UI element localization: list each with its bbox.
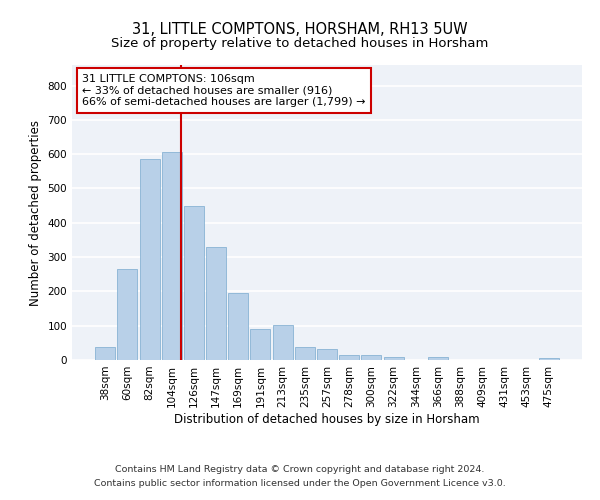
- Bar: [295, 348, 315, 360]
- Text: Size of property relative to detached houses in Horsham: Size of property relative to detached ho…: [112, 38, 488, 51]
- Bar: [95, 348, 115, 360]
- X-axis label: Distribution of detached houses by size in Horsham: Distribution of detached houses by size …: [174, 412, 480, 426]
- Text: 31, LITTLE COMPTONS, HORSHAM, RH13 5UW: 31, LITTLE COMPTONS, HORSHAM, RH13 5UW: [132, 22, 468, 38]
- Bar: [206, 248, 226, 360]
- Bar: [339, 355, 359, 360]
- Bar: [361, 355, 382, 360]
- Text: Contains HM Land Registry data © Crown copyright and database right 2024.
Contai: Contains HM Land Registry data © Crown c…: [94, 466, 506, 487]
- Bar: [250, 329, 271, 360]
- Bar: [317, 349, 337, 360]
- Bar: [272, 325, 293, 360]
- Bar: [428, 358, 448, 360]
- Text: 31 LITTLE COMPTONS: 106sqm
← 33% of detached houses are smaller (916)
66% of sem: 31 LITTLE COMPTONS: 106sqm ← 33% of deta…: [82, 74, 366, 107]
- Bar: [140, 160, 160, 360]
- Bar: [184, 206, 204, 360]
- Bar: [383, 356, 404, 360]
- Bar: [162, 152, 182, 360]
- Bar: [539, 358, 559, 360]
- Bar: [118, 269, 137, 360]
- Bar: [228, 293, 248, 360]
- Y-axis label: Number of detached properties: Number of detached properties: [29, 120, 42, 306]
